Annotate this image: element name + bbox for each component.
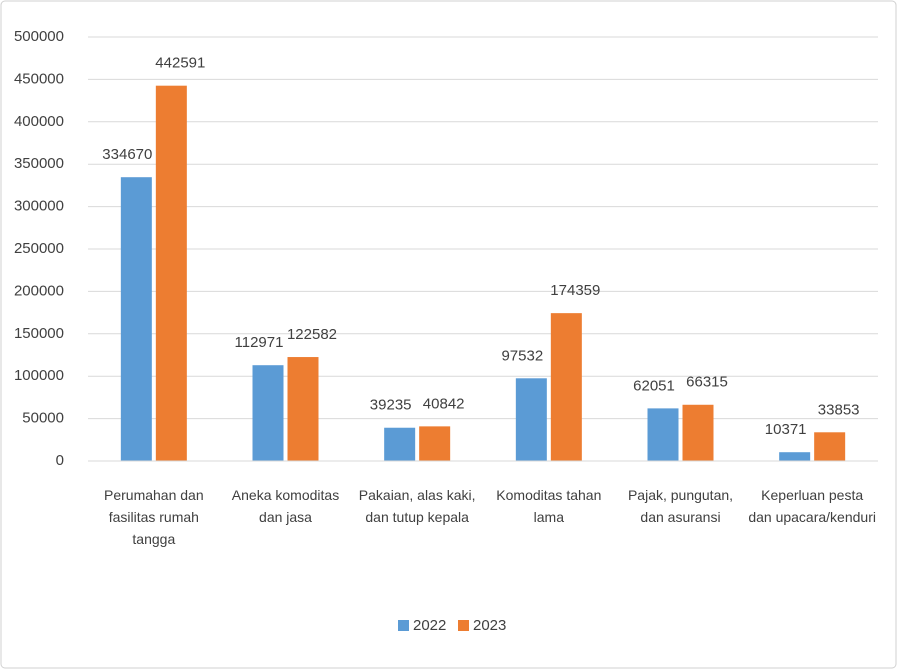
bar — [419, 426, 451, 461]
y-tick-label: 350000 — [14, 155, 64, 172]
x-tick-label: Pakaian, alas kaki, dan tutup kepala — [358, 487, 476, 525]
y-tick-label: 300000 — [14, 198, 64, 215]
data-label: 174359 — [550, 282, 600, 299]
bar — [550, 313, 582, 461]
data-label: 442591 — [155, 55, 205, 72]
bar — [155, 85, 187, 461]
y-tick-label: 250000 — [14, 240, 64, 257]
data-label: 10371 — [765, 421, 807, 438]
x-tick-label: Keperluan pesta dan upacara/kenduri — [748, 487, 876, 525]
bar — [384, 427, 416, 461]
legend-swatch — [398, 620, 409, 631]
data-label: 62051 — [633, 377, 675, 394]
y-tick-label: 150000 — [14, 325, 64, 342]
legend-label: 2023 — [473, 617, 506, 634]
data-label: 112971 — [235, 334, 284, 351]
bar — [682, 404, 714, 461]
bar — [252, 365, 284, 461]
y-tick-label: 50000 — [22, 410, 64, 427]
x-tick-label: Komoditas tahan lama — [496, 487, 602, 525]
y-tick-label: 200000 — [14, 282, 64, 299]
bar — [120, 177, 152, 462]
data-label: 334670 — [102, 146, 152, 163]
data-label: 40842 — [423, 395, 465, 412]
bar — [814, 432, 846, 461]
y-tick-label: 400000 — [14, 113, 64, 130]
bar — [779, 452, 811, 461]
data-label: 39235 — [370, 397, 412, 414]
x-tick-label: Perumahan dan fasilitas rumah tangga — [104, 487, 204, 547]
bar — [647, 408, 679, 461]
y-tick-label: 100000 — [14, 367, 64, 384]
x-tick-label: Aneka komoditas dan jasa — [231, 487, 340, 525]
data-label: 33853 — [818, 401, 860, 418]
x-tick-label: Pajak, pungutan, dan asuransi — [627, 487, 734, 525]
legend-swatch — [458, 620, 469, 631]
legend-label: 2022 — [413, 617, 446, 634]
data-label: 66315 — [686, 374, 728, 391]
y-tick-label: 0 — [56, 452, 64, 469]
bar — [287, 357, 319, 461]
data-label: 97532 — [501, 347, 543, 364]
y-tick-label: 500000 — [14, 28, 64, 45]
y-tick-label: 450000 — [14, 70, 64, 87]
data-label: 122582 — [287, 326, 337, 343]
bar — [515, 378, 547, 461]
